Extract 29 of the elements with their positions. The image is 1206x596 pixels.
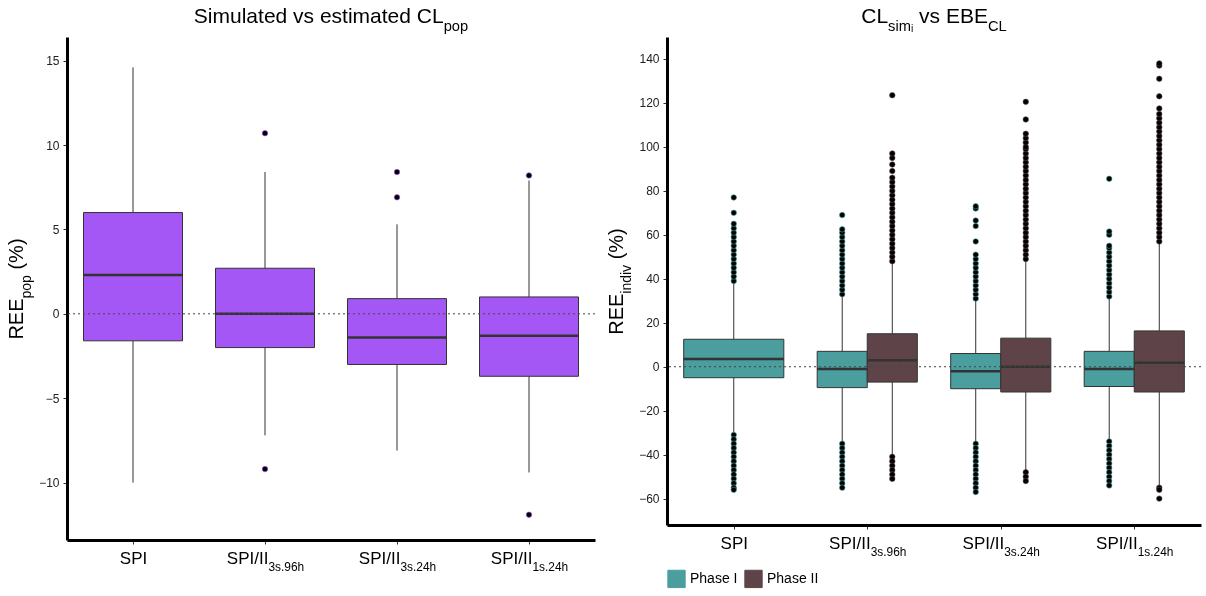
- y-tick-label: 0: [652, 360, 660, 375]
- x-tick-label: SPI/II$_{1s.24h}$: [1096, 533, 1174, 559]
- y-tick-label: −60: [639, 492, 660, 507]
- y-tick-label: 120: [639, 96, 660, 111]
- y-tick-label: −5: [45, 391, 60, 406]
- chart-title: Simulated vs estimated CL$_{pop}$: [193, 4, 469, 34]
- x-tick-label: SPI/II$_{3s.96h}$: [226, 548, 305, 574]
- x-tick-label: SPI: [119, 548, 148, 568]
- y-tick-label: 80: [646, 184, 660, 199]
- y-tick-label: 0: [52, 307, 60, 322]
- y-tick-label: 10: [46, 138, 60, 153]
- y-tick-label: −10: [39, 476, 60, 491]
- legend-label: Phase II: [767, 569, 819, 586]
- x-tick-label: SPI/II$_{3s.96h}$: [829, 533, 907, 559]
- y-tick-label: 15: [46, 54, 60, 69]
- y-tick-label: 140: [639, 52, 660, 67]
- y-tick-label: 20: [646, 316, 660, 331]
- legend-label: Phase I: [690, 569, 738, 586]
- y-tick-label: −40: [639, 448, 660, 463]
- y-tick-label: 60: [646, 228, 660, 243]
- y-tick-label: 5: [52, 222, 60, 237]
- chart-title: CL$_{simᵢ}$ vs EBE$_{CL}$: [861, 4, 1007, 34]
- x-tick-label: SPI/II$_{3s.24h}$: [962, 533, 1040, 559]
- y-tick-label: −20: [639, 404, 660, 419]
- y-tick-label: 40: [646, 272, 660, 287]
- x-tick-label: SPI/II$_{3s.24h}$: [358, 548, 437, 574]
- y-tick-label: 100: [639, 140, 660, 155]
- x-tick-label: SPI/II$_{1s.24h}$: [490, 548, 569, 574]
- x-tick-label: SPI: [720, 533, 748, 553]
